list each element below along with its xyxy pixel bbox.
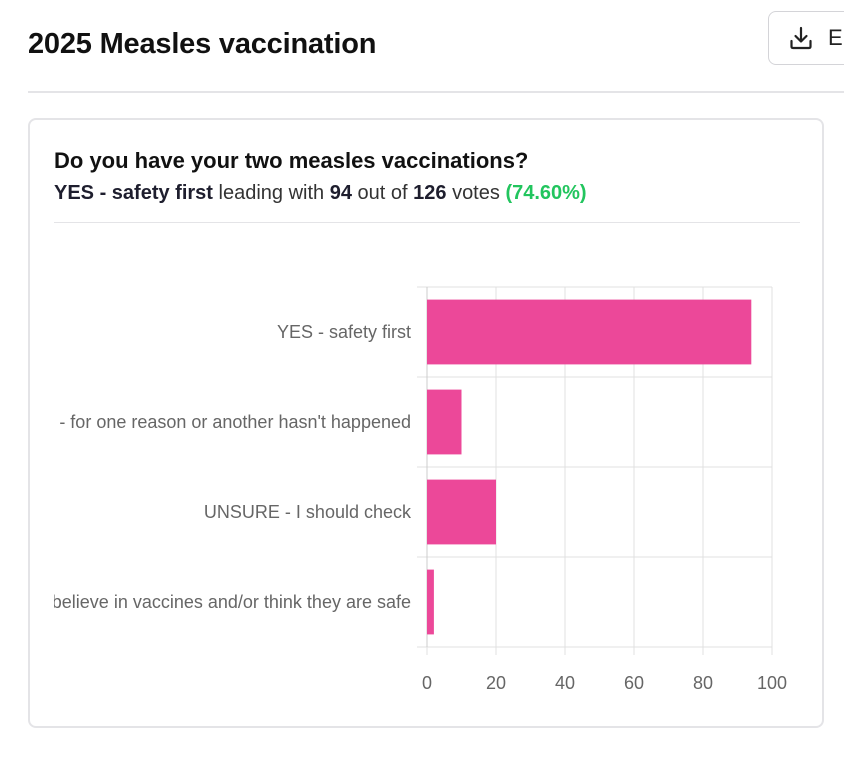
category-label: UNSURE - I should check [204, 502, 412, 522]
leading-percent: (74.60%) [505, 182, 587, 204]
x-tick-label: 100 [757, 673, 787, 693]
page-title: 2025 Measles vaccination [28, 28, 377, 60]
poll-card: Do you have your two measles vaccination… [28, 118, 824, 728]
x-tick-label: 20 [486, 673, 506, 693]
card-divider [54, 222, 800, 223]
leading-votes: 94 [329, 182, 352, 204]
leading-text: leading with [218, 182, 325, 204]
x-tick-label: 80 [693, 673, 713, 693]
total-votes: 126 [413, 182, 447, 204]
x-tick-label: 0 [422, 673, 432, 693]
x-tick-label: 60 [624, 673, 644, 693]
category-label: YES - safety first [277, 322, 411, 342]
poll-summary: YES - safety first leading with 94 out o… [54, 182, 587, 205]
category-label: believe in vaccines and/or think they ar… [54, 592, 411, 612]
category-label: - for one reason or another hasn't happe… [59, 412, 411, 432]
poll-question: Do you have your two measles vaccination… [54, 148, 529, 173]
votes-text: votes [452, 182, 500, 204]
bar-chart: YES - safety first - for one reason or an… [54, 286, 787, 693]
export-button[interactable]: E [768, 11, 844, 65]
x-tick-label: 40 [555, 673, 575, 693]
download-icon [790, 26, 812, 50]
export-button-label: E [828, 25, 843, 50]
bar [427, 389, 462, 455]
out-of-text: out of [357, 182, 408, 204]
bar [427, 479, 496, 545]
header-divider [28, 91, 844, 93]
bar [427, 299, 752, 365]
bar [427, 569, 434, 635]
leading-option: YES - safety first [54, 182, 213, 204]
